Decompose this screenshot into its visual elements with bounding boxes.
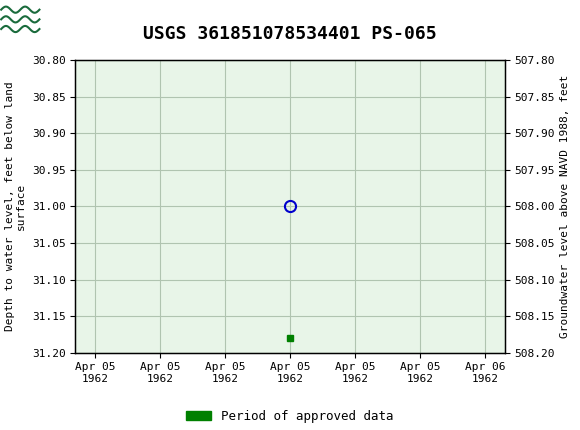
Text: USGS: USGS	[44, 10, 103, 29]
Legend: Period of approved data: Period of approved data	[181, 405, 399, 428]
Bar	[0, 0, 41, 39]
Text: ≡USGS: ≡USGS	[3, 10, 61, 29]
Y-axis label: Depth to water level, feet below land
surface: Depth to water level, feet below land su…	[5, 82, 26, 331]
Y-axis label: Groundwater level above NAVD 1988, feet: Groundwater level above NAVD 1988, feet	[560, 75, 570, 338]
Text: USGS 361851078534401 PS-065: USGS 361851078534401 PS-065	[143, 25, 437, 43]
